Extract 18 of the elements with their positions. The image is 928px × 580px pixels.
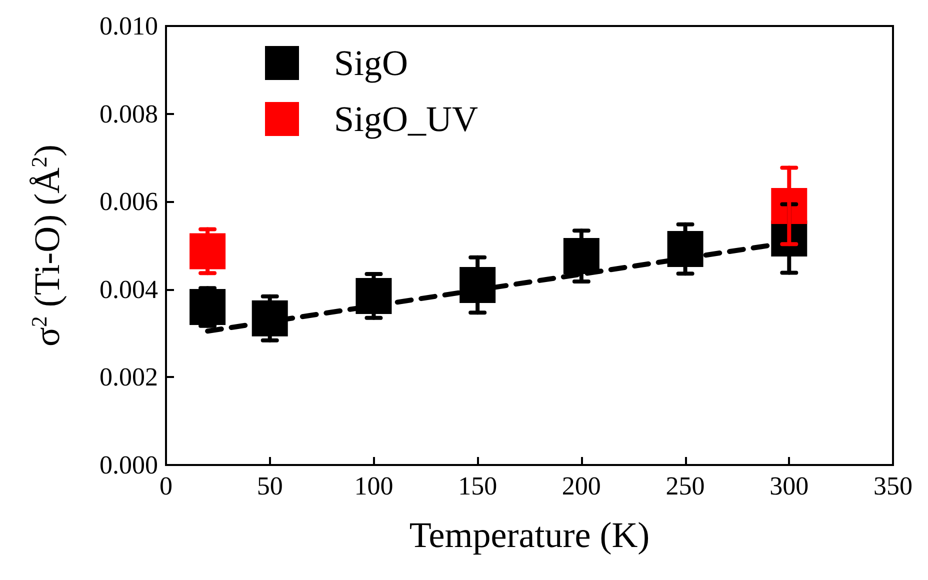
y-tick-label: 0.004 xyxy=(100,274,158,304)
y-tick-label: 0.006 xyxy=(100,187,158,216)
y-axis-title: σ2 (Ti-O) (Å2) xyxy=(26,144,67,347)
x-tick-label: 50 xyxy=(256,472,283,500)
legend-label: SigO_UV xyxy=(334,99,478,139)
x-tick-label: 150 xyxy=(458,472,498,500)
x-tick-label: 100 xyxy=(354,472,394,500)
x-tick-label: 0 xyxy=(160,472,172,500)
x-tick-label: 300 xyxy=(770,472,809,500)
y-tick-label: 0.008 xyxy=(100,99,158,128)
y-tick-label: 0.002 xyxy=(100,362,158,392)
x-tick-label: 200 xyxy=(562,472,601,500)
legend-label: SigO xyxy=(334,43,408,83)
x-axis-title: Temperature (K) xyxy=(409,515,650,555)
y-tick-label: 0.000 xyxy=(100,450,158,480)
y-tick-label: 0.010 xyxy=(100,12,158,40)
x-tick-label: 250 xyxy=(666,472,705,500)
x-tick-label: 350 xyxy=(874,472,912,500)
